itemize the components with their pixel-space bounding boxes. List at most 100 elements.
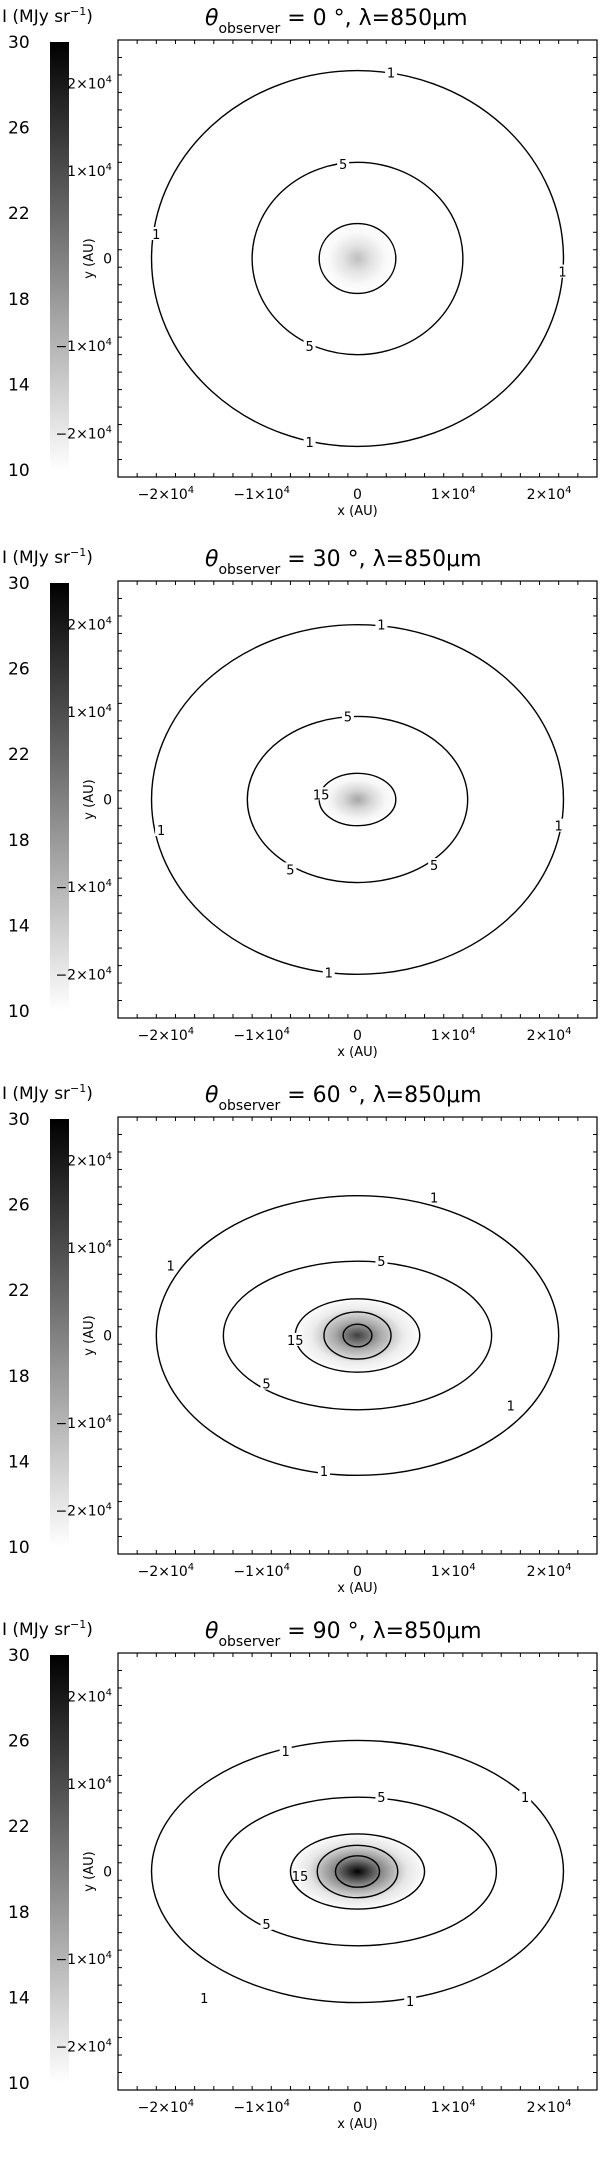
contour-label: 5	[430, 859, 438, 874]
colorbar-tick-label: 22	[8, 745, 30, 765]
colorbar-tick-label: 18	[8, 290, 30, 310]
contour-label: 1	[167, 1260, 175, 1275]
contour-label-bg	[552, 818, 565, 832]
colorbar-tick-label: 10	[8, 1002, 30, 1022]
contour-label: 5	[286, 863, 294, 878]
contour-label: 5	[305, 340, 313, 355]
contour-25	[342, 1323, 373, 1348]
panel-title: θobserver = 60 °, λ=850μm	[205, 1083, 482, 1114]
colorbar-tick-label: 10	[8, 1538, 30, 1558]
contour-25	[334, 1855, 381, 1888]
x-tick-label: 0	[353, 487, 362, 503]
contour-label: 5	[262, 1378, 270, 1393]
x-tick-label: 0	[353, 1564, 362, 1580]
colorbar	[50, 42, 69, 470]
contour-label-bg	[303, 435, 316, 449]
contour-1	[155, 1194, 560, 1477]
y-tick-label: 2×104	[67, 1688, 112, 1706]
contour-label-bg	[337, 157, 350, 171]
x-tick-label: 1×104	[431, 485, 476, 503]
x-tick-label: 2×104	[527, 485, 572, 503]
intensity-map	[317, 771, 398, 828]
contour-label-bg	[519, 1790, 532, 1804]
colorbar-label: I (MJy sr−1)	[2, 1082, 93, 1104]
contour-label: 15	[287, 1334, 304, 1349]
colorbar-label: I (MJy sr−1)	[2, 1618, 93, 1640]
colorbar-tick-label: 10	[8, 461, 30, 481]
x-axis-label: x (AU)	[337, 1581, 377, 1596]
contour-5	[217, 1796, 498, 1947]
colorbar-tick-label: 30	[8, 1110, 30, 1130]
colorbar-tick-label: 18	[8, 831, 30, 851]
colorbar-tick-label: 14	[8, 916, 30, 936]
y-tick-label: 0	[103, 1865, 112, 1881]
contour-label: 5	[262, 1918, 270, 1933]
contour-15	[289, 1833, 426, 1910]
intensity-map	[317, 221, 398, 296]
contour-label-bg	[317, 1463, 330, 1477]
contour-label: 1	[558, 266, 566, 281]
contour-label: 1	[430, 1191, 438, 1206]
y-tick-label: 2×104	[67, 75, 112, 93]
contour-label-bg	[315, 787, 328, 801]
contour-label-bg	[375, 1790, 388, 1804]
y-tick-label: 2×104	[67, 1152, 112, 1170]
contour-label: 1	[555, 820, 563, 835]
panel-title: θobserver = 0 °, λ=850μm	[205, 6, 468, 37]
x-tick-label: −1×104	[233, 1026, 290, 1044]
colorbar-label: I (MJy sr−1)	[2, 5, 93, 27]
contour-label: 1	[406, 1995, 414, 2010]
colorbar	[50, 1655, 69, 2083]
colorbar-tick-label: 30	[8, 1646, 30, 1666]
contour-label-bg	[289, 1332, 302, 1346]
colorbar	[50, 1119, 69, 1547]
y-tick-label: −2×104	[55, 424, 112, 442]
colorbar-tick-label: 22	[8, 204, 30, 224]
contour-label-bg	[375, 1254, 388, 1268]
contour-5	[222, 1260, 493, 1411]
contour-label-bg	[375, 617, 388, 631]
contour-label-bg	[428, 858, 441, 872]
contour-label-bg	[279, 1743, 292, 1757]
contour-label-bg	[341, 709, 354, 723]
contour-15	[318, 222, 397, 295]
x-tick-label: −2×104	[138, 1026, 195, 1044]
contour-label-bg	[404, 1993, 417, 2007]
contour-label: 1	[387, 66, 395, 81]
x-tick-label: 1×104	[431, 1562, 476, 1580]
x-tick-label: −2×104	[138, 1562, 195, 1580]
contour-label-bg	[150, 227, 163, 241]
contour-label: 5	[339, 158, 347, 173]
intensity-map	[287, 1832, 428, 1911]
contour-label-bg	[284, 862, 297, 876]
x-tick-label: 1×104	[431, 2098, 476, 2116]
colorbar-tick-label: 14	[8, 375, 30, 395]
plot-frame	[117, 1652, 598, 2091]
colorbar-tick-label: 14	[8, 1988, 30, 2008]
colorbar-tick-label: 18	[8, 1903, 30, 1923]
contour-label-bg	[504, 1398, 517, 1412]
contour-label-bg	[385, 65, 398, 79]
y-tick-label: −1×104	[55, 878, 112, 896]
plot-frame	[117, 580, 598, 1019]
contour-label: 1	[325, 967, 333, 982]
contour-label: 15	[313, 788, 330, 803]
contour-label-bg	[155, 823, 168, 837]
y-axis-label: y (AU)	[82, 1851, 97, 1891]
colorbar-tick-label: 10	[8, 2074, 30, 2094]
contour-label: 5	[377, 1255, 385, 1270]
colorbar-tick-label: 26	[8, 119, 30, 139]
contour-label: 1	[320, 1465, 328, 1480]
colorbar-tick-label: 30	[8, 574, 30, 594]
panel-title: θobserver = 30 °, λ=850μm	[205, 547, 482, 578]
contour-label: 15	[292, 1870, 309, 1885]
x-tick-label: −2×104	[138, 485, 195, 503]
x-tick-label: 0	[353, 1028, 362, 1044]
contour-label-bg	[260, 1916, 273, 1930]
colorbar-tick-label: 22	[8, 1817, 30, 1837]
